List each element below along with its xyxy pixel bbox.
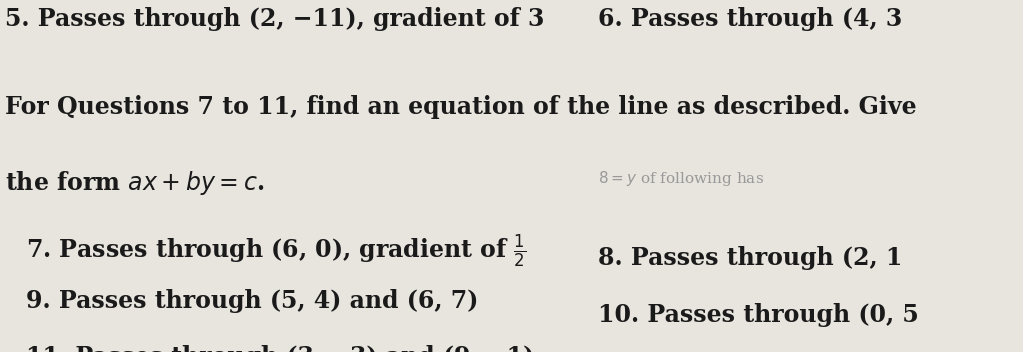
Text: 5. Passes through (2, −11), gradient of 3: 5. Passes through (2, −11), gradient of … (5, 7, 544, 31)
Text: 6. Passes through (4, 3: 6. Passes through (4, 3 (598, 7, 902, 31)
Text: 8. Passes through (2, 1: 8. Passes through (2, 1 (598, 246, 903, 270)
Text: $8 = y$ of following has: $8 = y$ of following has (598, 169, 764, 188)
Text: 7. Passes through (6, 0), gradient of $\frac{1}{2}$: 7. Passes through (6, 0), gradient of $\… (26, 232, 526, 270)
Text: 9. Passes through (5, 4) and (6, 7): 9. Passes through (5, 4) and (6, 7) (26, 289, 478, 313)
Text: the form $ax + by = c$.: the form $ax + by = c$. (5, 169, 265, 197)
Text: 10. Passes through (0, 5: 10. Passes through (0, 5 (598, 303, 920, 327)
Text: For Questions 7 to 11, find an equation of the line as described. Give: For Questions 7 to 11, find an equation … (5, 95, 917, 119)
Text: 11. Passes through (3, −3) and (9, −1): 11. Passes through (3, −3) and (9, −1) (26, 345, 534, 352)
